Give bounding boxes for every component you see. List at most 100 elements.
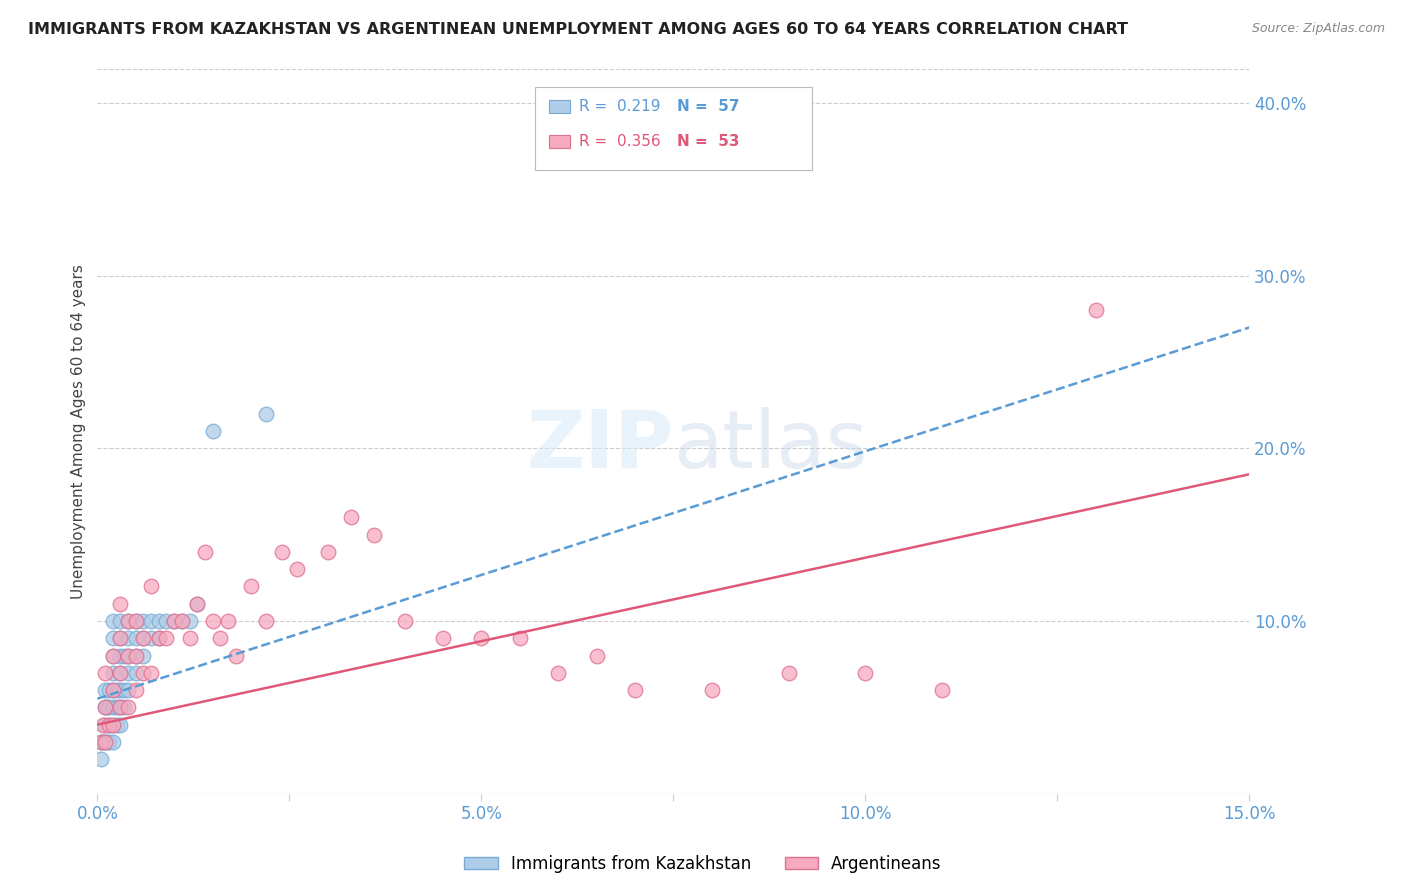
Point bbox=[394, 614, 416, 628]
Point bbox=[254, 407, 277, 421]
Point bbox=[139, 579, 162, 593]
Point bbox=[110, 683, 132, 698]
Point bbox=[93, 717, 115, 731]
Point bbox=[94, 700, 117, 714]
Point bbox=[94, 665, 117, 680]
Point bbox=[101, 632, 124, 646]
Point bbox=[125, 614, 148, 628]
Point bbox=[112, 683, 135, 698]
Point bbox=[547, 665, 569, 680]
Point bbox=[155, 632, 177, 646]
Point bbox=[125, 665, 148, 680]
Point bbox=[931, 683, 953, 698]
Point bbox=[110, 597, 132, 611]
Point bbox=[94, 717, 117, 731]
Point bbox=[700, 683, 723, 698]
Point bbox=[132, 632, 155, 646]
Text: R =  0.356: R = 0.356 bbox=[579, 134, 661, 149]
Point bbox=[139, 665, 162, 680]
Point bbox=[132, 614, 155, 628]
Point bbox=[148, 632, 170, 646]
Point bbox=[125, 683, 148, 698]
Point bbox=[624, 683, 647, 698]
Text: ZIP: ZIP bbox=[526, 407, 673, 484]
Point bbox=[125, 614, 148, 628]
Point bbox=[110, 648, 132, 663]
Point bbox=[117, 683, 139, 698]
Text: N =  57: N = 57 bbox=[676, 99, 740, 114]
Point bbox=[155, 614, 177, 628]
Point bbox=[363, 527, 385, 541]
Text: N =  53: N = 53 bbox=[676, 134, 740, 149]
Point bbox=[179, 614, 201, 628]
Point bbox=[432, 632, 454, 646]
Legend: Immigrants from Kazakhstan, Argentineans: Immigrants from Kazakhstan, Argentineans bbox=[457, 848, 949, 880]
Point bbox=[97, 683, 120, 698]
Point bbox=[201, 614, 224, 628]
Point bbox=[139, 614, 162, 628]
Point bbox=[94, 683, 117, 698]
Point bbox=[94, 700, 117, 714]
Point bbox=[585, 648, 607, 663]
Point bbox=[186, 597, 208, 611]
Point bbox=[139, 632, 162, 646]
Point bbox=[117, 648, 139, 663]
Point bbox=[112, 648, 135, 663]
Point bbox=[101, 683, 124, 698]
Point bbox=[97, 700, 120, 714]
Point bbox=[117, 614, 139, 628]
Point bbox=[125, 648, 148, 663]
Point bbox=[125, 632, 148, 646]
Point bbox=[201, 424, 224, 438]
Point bbox=[1084, 303, 1107, 318]
Point bbox=[101, 683, 124, 698]
Point bbox=[470, 632, 492, 646]
Point bbox=[110, 717, 132, 731]
Point bbox=[148, 614, 170, 628]
Point bbox=[117, 614, 139, 628]
Point bbox=[105, 700, 128, 714]
Point bbox=[96, 735, 118, 749]
Text: atlas: atlas bbox=[673, 407, 868, 484]
Point bbox=[316, 545, 339, 559]
Point bbox=[101, 735, 124, 749]
Point bbox=[254, 614, 277, 628]
Point bbox=[117, 632, 139, 646]
Point bbox=[94, 735, 117, 749]
Point bbox=[97, 735, 120, 749]
Point bbox=[112, 700, 135, 714]
Point bbox=[209, 632, 232, 646]
Point bbox=[93, 735, 115, 749]
Y-axis label: Unemployment Among Ages 60 to 64 years: Unemployment Among Ages 60 to 64 years bbox=[72, 264, 86, 599]
Point bbox=[225, 648, 247, 663]
Point bbox=[110, 700, 132, 714]
Text: Source: ZipAtlas.com: Source: ZipAtlas.com bbox=[1251, 22, 1385, 36]
Point bbox=[105, 717, 128, 731]
Point bbox=[90, 735, 112, 749]
Point bbox=[285, 562, 308, 576]
Point bbox=[509, 632, 531, 646]
Point bbox=[117, 665, 139, 680]
Point bbox=[110, 632, 132, 646]
Point bbox=[101, 648, 124, 663]
Point bbox=[96, 700, 118, 714]
Point bbox=[132, 632, 155, 646]
Point bbox=[239, 579, 262, 593]
Text: IMMIGRANTS FROM KAZAKHSTAN VS ARGENTINEAN UNEMPLOYMENT AMONG AGES 60 TO 64 YEARS: IMMIGRANTS FROM KAZAKHSTAN VS ARGENTINEA… bbox=[28, 22, 1128, 37]
Point bbox=[170, 614, 193, 628]
Point bbox=[339, 510, 361, 524]
Point bbox=[110, 700, 132, 714]
Point bbox=[132, 665, 155, 680]
Point bbox=[270, 545, 292, 559]
Point bbox=[97, 717, 120, 731]
Point bbox=[163, 614, 186, 628]
Point bbox=[163, 614, 186, 628]
Point bbox=[853, 665, 876, 680]
Point bbox=[101, 665, 124, 680]
Point bbox=[117, 648, 139, 663]
Point bbox=[110, 632, 132, 646]
Point bbox=[105, 683, 128, 698]
Point bbox=[217, 614, 239, 628]
Point bbox=[778, 665, 800, 680]
Point bbox=[101, 614, 124, 628]
